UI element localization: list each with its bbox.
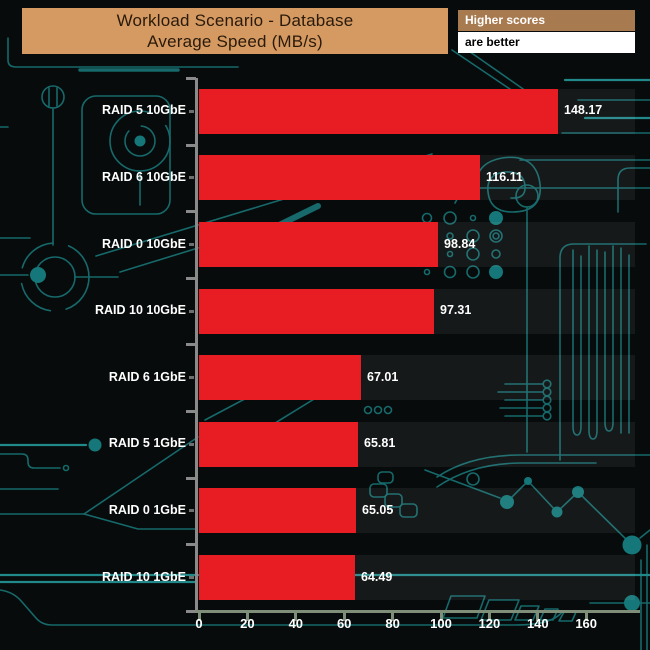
y-axis-center-nub: [189, 176, 194, 180]
y-axis-tick: [186, 77, 196, 80]
y-axis-center-nub: [189, 243, 194, 246]
x-axis-tick: [197, 613, 201, 621]
x-axis-tick-label: 120: [478, 616, 501, 631]
x-axis-tick: [245, 613, 249, 621]
x-axis-line: [195, 610, 640, 613]
chart-note-line2: are better: [458, 32, 635, 53]
x-axis-tick-label: 80: [385, 616, 400, 631]
value-label: 98.84: [444, 236, 476, 251]
y-axis-tick: [186, 410, 196, 413]
chart-note: Higher scores are better: [458, 10, 635, 54]
category-label: RAID 10 10GbE: [94, 303, 186, 318]
value-label: 65.81: [364, 436, 396, 451]
y-axis-tick: [186, 343, 196, 346]
y-axis-center-nub: [189, 442, 194, 446]
category-label: RAID 5 10GbE: [101, 103, 186, 118]
x-axis-tick-label: 140: [526, 616, 549, 631]
x-axis-tick-label: 40: [288, 616, 304, 631]
y-axis-tick: [186, 277, 196, 280]
value-label: 116.11: [486, 169, 523, 184]
bar: [199, 88, 558, 134]
x-axis-tick: [487, 613, 491, 621]
y-axis-line: [195, 78, 198, 612]
bar: [199, 222, 438, 267]
y-axis-tick: [186, 144, 196, 147]
value-label: 67.01: [367, 369, 399, 384]
value-label: 97.31: [440, 303, 472, 318]
chart-title-line1: Workload Scenario - Database: [116, 11, 354, 30]
category-label: RAID 10 1GbE: [101, 569, 186, 584]
y-axis-center-nub: [189, 376, 194, 380]
y-axis-center-nub: [189, 309, 194, 313]
bar: [199, 288, 434, 334]
y-axis-tick: [186, 543, 196, 546]
x-axis-tick-label: 60: [336, 616, 352, 631]
y-axis-center-nub: [189, 576, 194, 579]
x-axis-tick: [536, 613, 540, 621]
category-label: RAID 0 10GbE: [101, 236, 186, 251]
category-label: RAID 5 1GbE: [108, 436, 186, 451]
x-axis-tick: [584, 613, 588, 621]
bar: [199, 421, 358, 467]
y-axis-center-nub: [189, 109, 194, 113]
y-axis-tick: [186, 477, 196, 480]
bar: [199, 155, 480, 201]
bar: [199, 488, 356, 534]
chart-note-line1: Higher scores: [458, 10, 635, 31]
x-axis-tick: [439, 613, 443, 621]
x-axis-tick: [294, 613, 298, 621]
x-axis-tick-label: 20: [240, 616, 255, 631]
value-label: 65.05: [362, 502, 394, 517]
x-axis-tick-label: 160: [575, 616, 598, 631]
value-label: 148.17: [564, 103, 603, 118]
x-axis-tick: [391, 613, 395, 621]
y-axis-center-nub: [189, 509, 194, 513]
bar: [199, 555, 355, 600]
value-label: 64.49: [361, 569, 393, 584]
x-axis-tick-label: 100: [430, 616, 452, 631]
chart-title-line2: Average Speed (MB/s): [147, 32, 323, 51]
category-label: RAID 6 1GbE: [108, 369, 186, 384]
chart-title: Workload Scenario - Database Average Spe…: [22, 8, 448, 54]
category-label: RAID 6 10GbE: [101, 169, 186, 184]
y-axis-tick: [186, 610, 196, 613]
category-label: RAID 0 1GbE: [108, 502, 186, 517]
y-axis-tick: [186, 210, 196, 213]
bar: [199, 355, 361, 401]
x-axis-tick-label: 0: [195, 616, 203, 631]
x-axis-tick: [342, 613, 346, 621]
